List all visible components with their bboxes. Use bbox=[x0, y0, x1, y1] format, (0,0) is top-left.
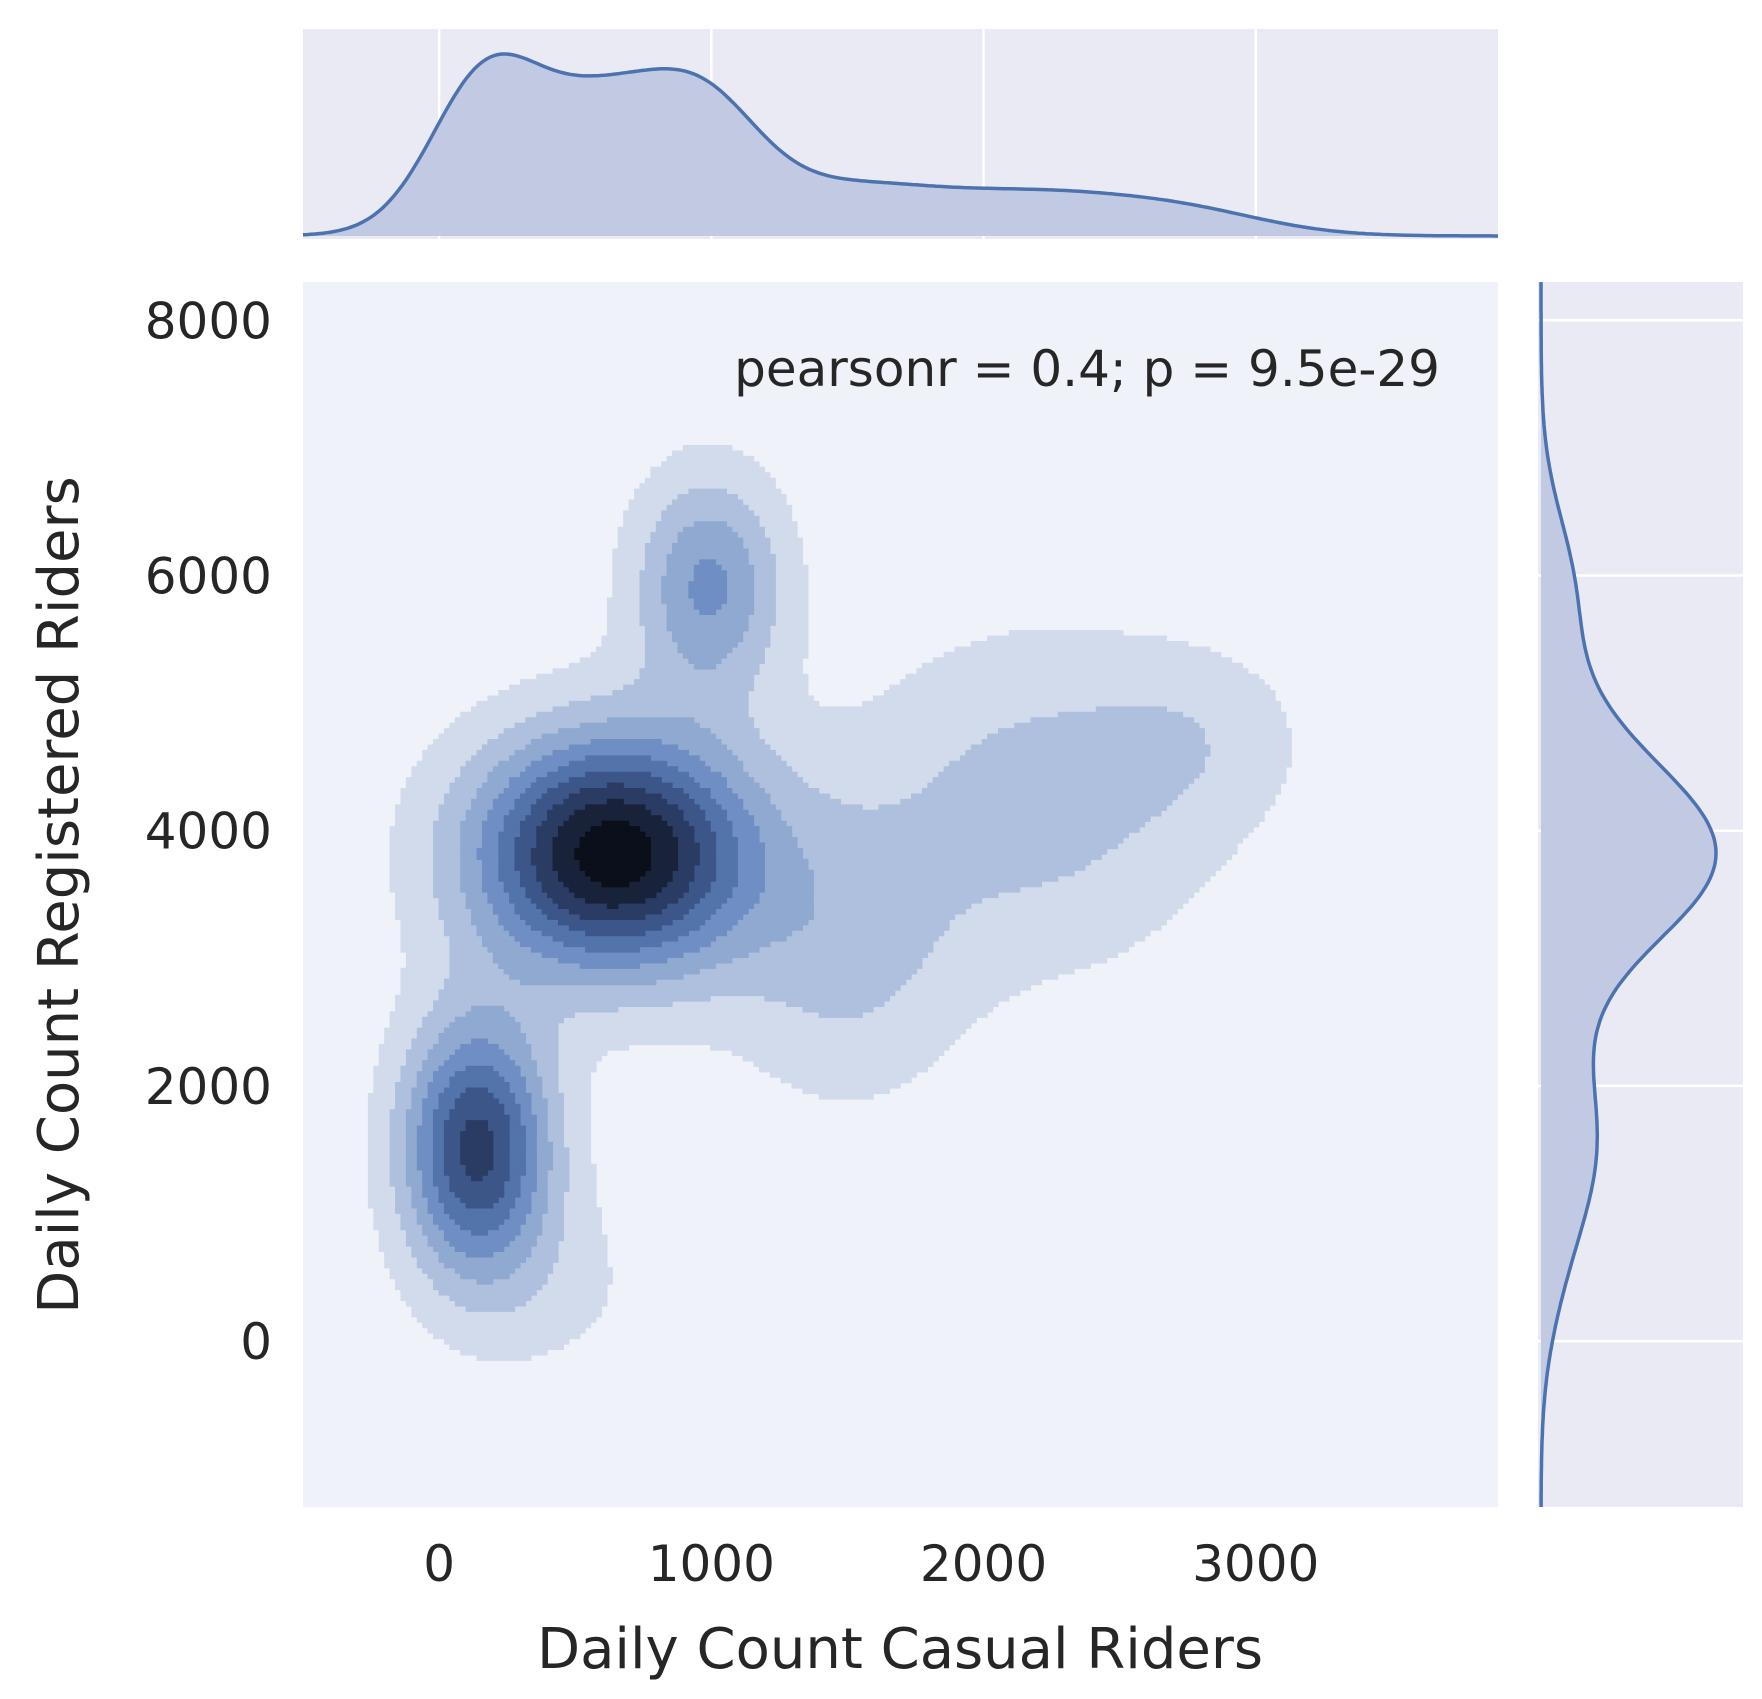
kde-contours bbox=[367, 445, 1292, 1361]
y-axis-label: Daily Count Registered Riders bbox=[27, 476, 92, 1313]
y-tick-label: 0 bbox=[240, 1313, 272, 1371]
x-tick-label: 3000 bbox=[1192, 1535, 1319, 1593]
right-marginal-kde-line bbox=[1539, 282, 1718, 1507]
right-marginal bbox=[1538, 282, 1743, 1507]
top-marginal bbox=[302, 29, 1498, 239]
x-axis-label: Daily Count Casual Riders bbox=[537, 1617, 1263, 1682]
right-marginal-kde-fill bbox=[1541, 282, 1716, 1507]
top-marginal-kde-line bbox=[302, 52, 1498, 238]
x-tick-label: 1000 bbox=[648, 1535, 775, 1593]
pearson-annotation: pearsonr = 0.4; p = 9.5e-29 bbox=[734, 340, 1440, 398]
y-tick-label: 6000 bbox=[145, 547, 272, 605]
x-tick-label: 0 bbox=[423, 1535, 455, 1593]
top-marginal-kde-fill bbox=[303, 54, 1498, 236]
y-axis-ticks: 0 2000 4000 6000 8000 bbox=[145, 292, 272, 1371]
y-tick-label: 8000 bbox=[145, 292, 272, 350]
x-axis-ticks: 0 1000 2000 3000 bbox=[423, 1535, 1319, 1593]
y-tick-label: 2000 bbox=[145, 1058, 272, 1116]
contour-level-9 bbox=[574, 820, 651, 888]
joint-plot: pearsonr = 0.4; p = 9.5e-29 bbox=[303, 282, 1498, 1507]
y-tick-label: 4000 bbox=[145, 803, 272, 861]
x-tick-label: 2000 bbox=[920, 1535, 1047, 1593]
